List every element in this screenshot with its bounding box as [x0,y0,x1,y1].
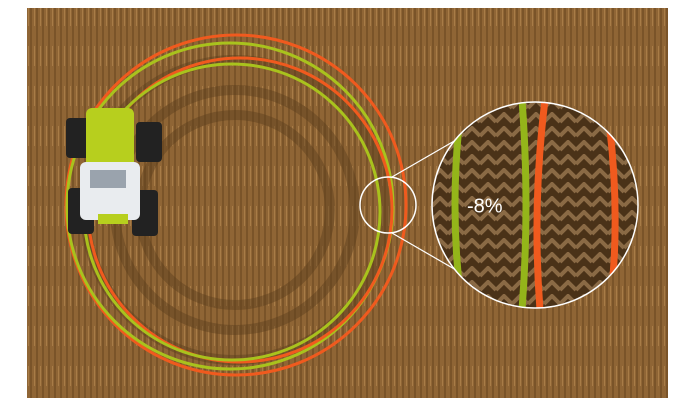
tractor [66,108,162,236]
reduction-label: -8% [467,195,503,217]
zoom-source [359,176,417,234]
zoom-frame [431,101,639,309]
zoom-view [432,102,638,308]
